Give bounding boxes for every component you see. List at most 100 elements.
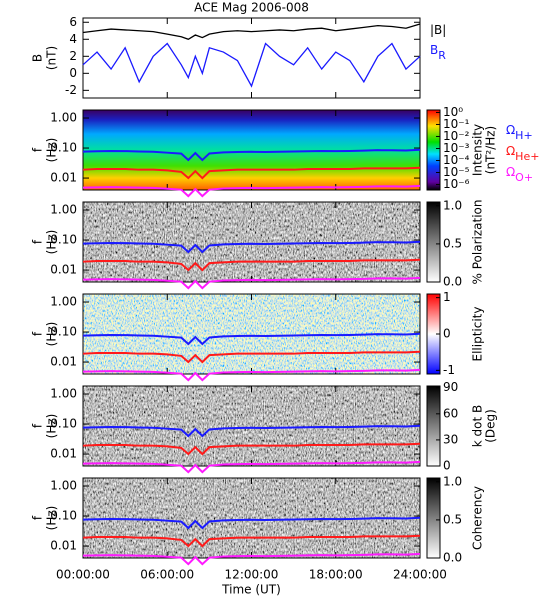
y-tick-label: 0.10 <box>50 233 77 247</box>
y-axis-label: (Hz) <box>45 414 59 439</box>
y-axis-label: f <box>31 331 45 336</box>
y-tick-label: 1.00 <box>50 203 77 217</box>
colorbar <box>426 109 441 191</box>
data-line <box>82 148 421 162</box>
x-tick-label: 18:00:00 <box>309 568 363 582</box>
chart-title: ACE Mag 2006-008 <box>194 1 309 15</box>
y-tick-label: 0.10 <box>50 509 77 523</box>
legend-label: |B| <box>430 23 446 37</box>
data-line <box>82 552 421 566</box>
data-line <box>82 460 421 474</box>
data-line <box>82 166 421 180</box>
colorbar-tick-label: 10⁻³ <box>443 141 470 155</box>
y-axis-label: B <box>31 54 45 62</box>
data-line <box>82 350 421 364</box>
data-line <box>82 332 421 346</box>
data-line <box>82 184 421 198</box>
y-axis-label: f <box>31 147 45 152</box>
y-tick-label: 6 <box>69 15 77 29</box>
y-tick-label: 1.00 <box>50 111 77 125</box>
colorbar-tick-label: 10⁻⁶ <box>443 177 470 191</box>
colorbar-tick-label: 1.0 <box>443 198 462 212</box>
data-line <box>82 534 421 548</box>
y-tick-label: 1.00 <box>50 387 77 401</box>
y-tick-label: 0.01 <box>50 263 77 277</box>
y-tick-label: 0.01 <box>50 355 77 369</box>
colorbar-label: Intensity <box>471 124 485 176</box>
y-axis-label: f <box>31 239 45 244</box>
legend-name: |B| <box>430 23 446 37</box>
y-tick-label: 0 <box>69 66 77 80</box>
y-axis-label: (nT) <box>45 46 59 70</box>
legend-label: ΩH+ <box>506 123 533 143</box>
y-tick-label: 1.00 <box>50 479 77 493</box>
colorbar-tick-label: 10⁻⁴ <box>443 153 470 167</box>
colorbar-tick-label: 1.0 <box>443 474 462 488</box>
colorbar-tick-label: 10⁻² <box>443 129 470 143</box>
data-line <box>82 42 421 88</box>
data-line <box>82 368 421 382</box>
legend-label: ΩHe+ <box>506 144 539 164</box>
data-line <box>82 258 421 272</box>
legend-label: BR <box>430 43 446 63</box>
legend-name: B <box>430 43 438 57</box>
colorbar-tick-label: 0.0 <box>443 551 462 565</box>
colorbar-tick-label: -1 <box>443 363 455 377</box>
colorbar-tick-label: 0.5 <box>443 512 462 526</box>
y-tick-label: 1.00 <box>50 295 77 309</box>
colorbar-tick-label: 60 <box>443 406 458 420</box>
colorbar-tick-label: 1 <box>443 290 451 304</box>
colorbar-label: k dot B <box>471 405 485 447</box>
legend-sub: O+ <box>515 171 533 184</box>
legend-sub: R <box>438 49 446 62</box>
y-tick-label: 4 <box>69 32 77 46</box>
colorbar-tick-label: 30 <box>443 432 458 446</box>
y-tick-label: 0.01 <box>50 171 77 185</box>
colorbar-tick-label: 10⁰ <box>443 105 463 119</box>
y-tick-label: -2 <box>65 83 77 97</box>
legend-name: Ω <box>506 123 515 137</box>
colorbar-tick-label: 0.0 <box>443 275 462 289</box>
colorbar <box>426 385 441 467</box>
legend-sub: H+ <box>515 129 533 142</box>
x-tick-label: 00:00:00 <box>56 568 110 582</box>
colorbar-label: Ellipticity <box>471 307 485 362</box>
data-line <box>82 276 421 290</box>
colorbar-tick-label: 10⁻¹ <box>443 117 470 131</box>
x-axis-label: Time (UT) <box>221 583 281 597</box>
x-tick-label: 12:00:00 <box>225 568 279 582</box>
y-tick-label: 0.01 <box>50 447 77 461</box>
colorbar-tick-label: 0.5 <box>443 236 462 250</box>
legend-name: Ω <box>506 144 515 158</box>
y-tick-label: 0.10 <box>50 141 77 155</box>
x-tick-label: 24:00:00 <box>393 568 447 582</box>
data-line <box>82 23 421 40</box>
colorbar-label: (nT²/Hz) <box>484 126 498 174</box>
colorbar-label: (Deg) <box>484 409 498 443</box>
y-axis-label: f <box>31 515 45 520</box>
colorbar-tick-label: 10⁻⁵ <box>443 165 470 179</box>
y-tick-label: 0.10 <box>50 417 77 431</box>
data-line <box>82 240 421 254</box>
y-tick-label: 0.10 <box>50 325 77 339</box>
colorbar-tick-label: 0 <box>443 327 451 341</box>
y-axis-label: f <box>31 423 45 428</box>
y-axis-label: (Hz) <box>45 506 59 531</box>
y-axis-label: (Hz) <box>45 138 59 163</box>
y-axis-label: (Hz) <box>45 322 59 347</box>
data-line <box>82 424 421 438</box>
colorbar-tick-label: 0 <box>443 459 451 473</box>
y-axis-label: (Hz) <box>45 230 59 255</box>
colorbar-label: % Polarization <box>471 200 485 285</box>
colorbar-label: Coherency <box>471 486 485 550</box>
legend-sub: He+ <box>515 150 539 163</box>
colorbar <box>426 477 441 559</box>
colorbar-tick-label: 90 <box>443 380 458 394</box>
x-tick-label: 06:00:00 <box>140 568 194 582</box>
legend-name: Ω <box>506 165 515 179</box>
colorbar <box>426 201 441 283</box>
legend-label: ΩO+ <box>506 165 533 185</box>
data-line <box>82 442 421 456</box>
y-tick-label: 2 <box>69 49 77 63</box>
